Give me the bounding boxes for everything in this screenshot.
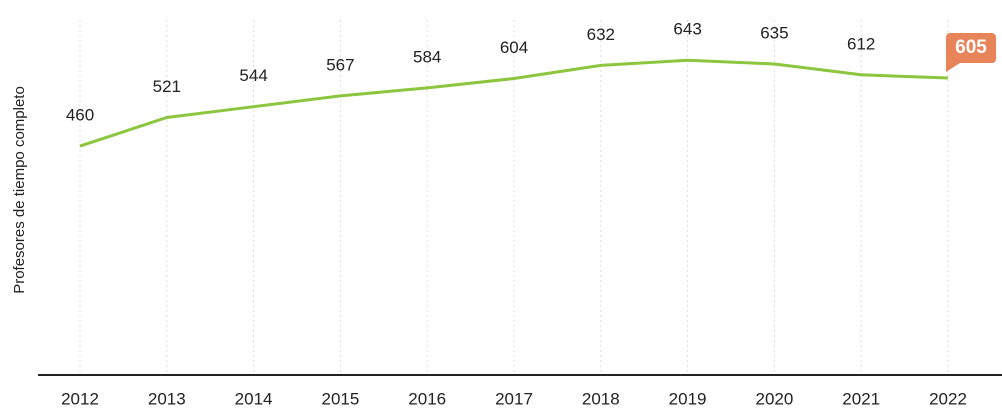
x-tick-label: 2021: [842, 389, 880, 408]
x-tick-label: 2017: [495, 389, 533, 408]
x-tick-label: 2018: [582, 389, 620, 408]
data-label: 567: [326, 55, 354, 74]
x-tick-label: 2012: [61, 389, 99, 408]
data-label: 632: [587, 25, 615, 44]
x-tick-label: 2019: [669, 389, 707, 408]
x-tick-label: 2013: [148, 389, 186, 408]
x-tick-label: 2015: [321, 389, 359, 408]
x-tick-label: 2020: [755, 389, 793, 408]
data-label: 605: [955, 37, 987, 58]
data-label: 521: [153, 77, 181, 96]
x-tick-label: 2022: [929, 389, 967, 408]
y-axis-label: Profesores de tiempo completo: [11, 86, 28, 294]
data-label: 544: [239, 66, 267, 85]
data-line: [79, 58, 949, 148]
data-label: 643: [673, 20, 701, 39]
x-tick-label: 2016: [408, 389, 446, 408]
data-label: 612: [847, 34, 875, 53]
highlight-box: [946, 33, 996, 64]
data-label: 635: [760, 23, 788, 42]
highlight-pointer: [946, 56, 960, 73]
data-label: 460: [66, 106, 94, 125]
x-tick-label: 2014: [235, 389, 273, 408]
data-label: 604: [500, 38, 528, 57]
data-label: 584: [413, 47, 441, 66]
